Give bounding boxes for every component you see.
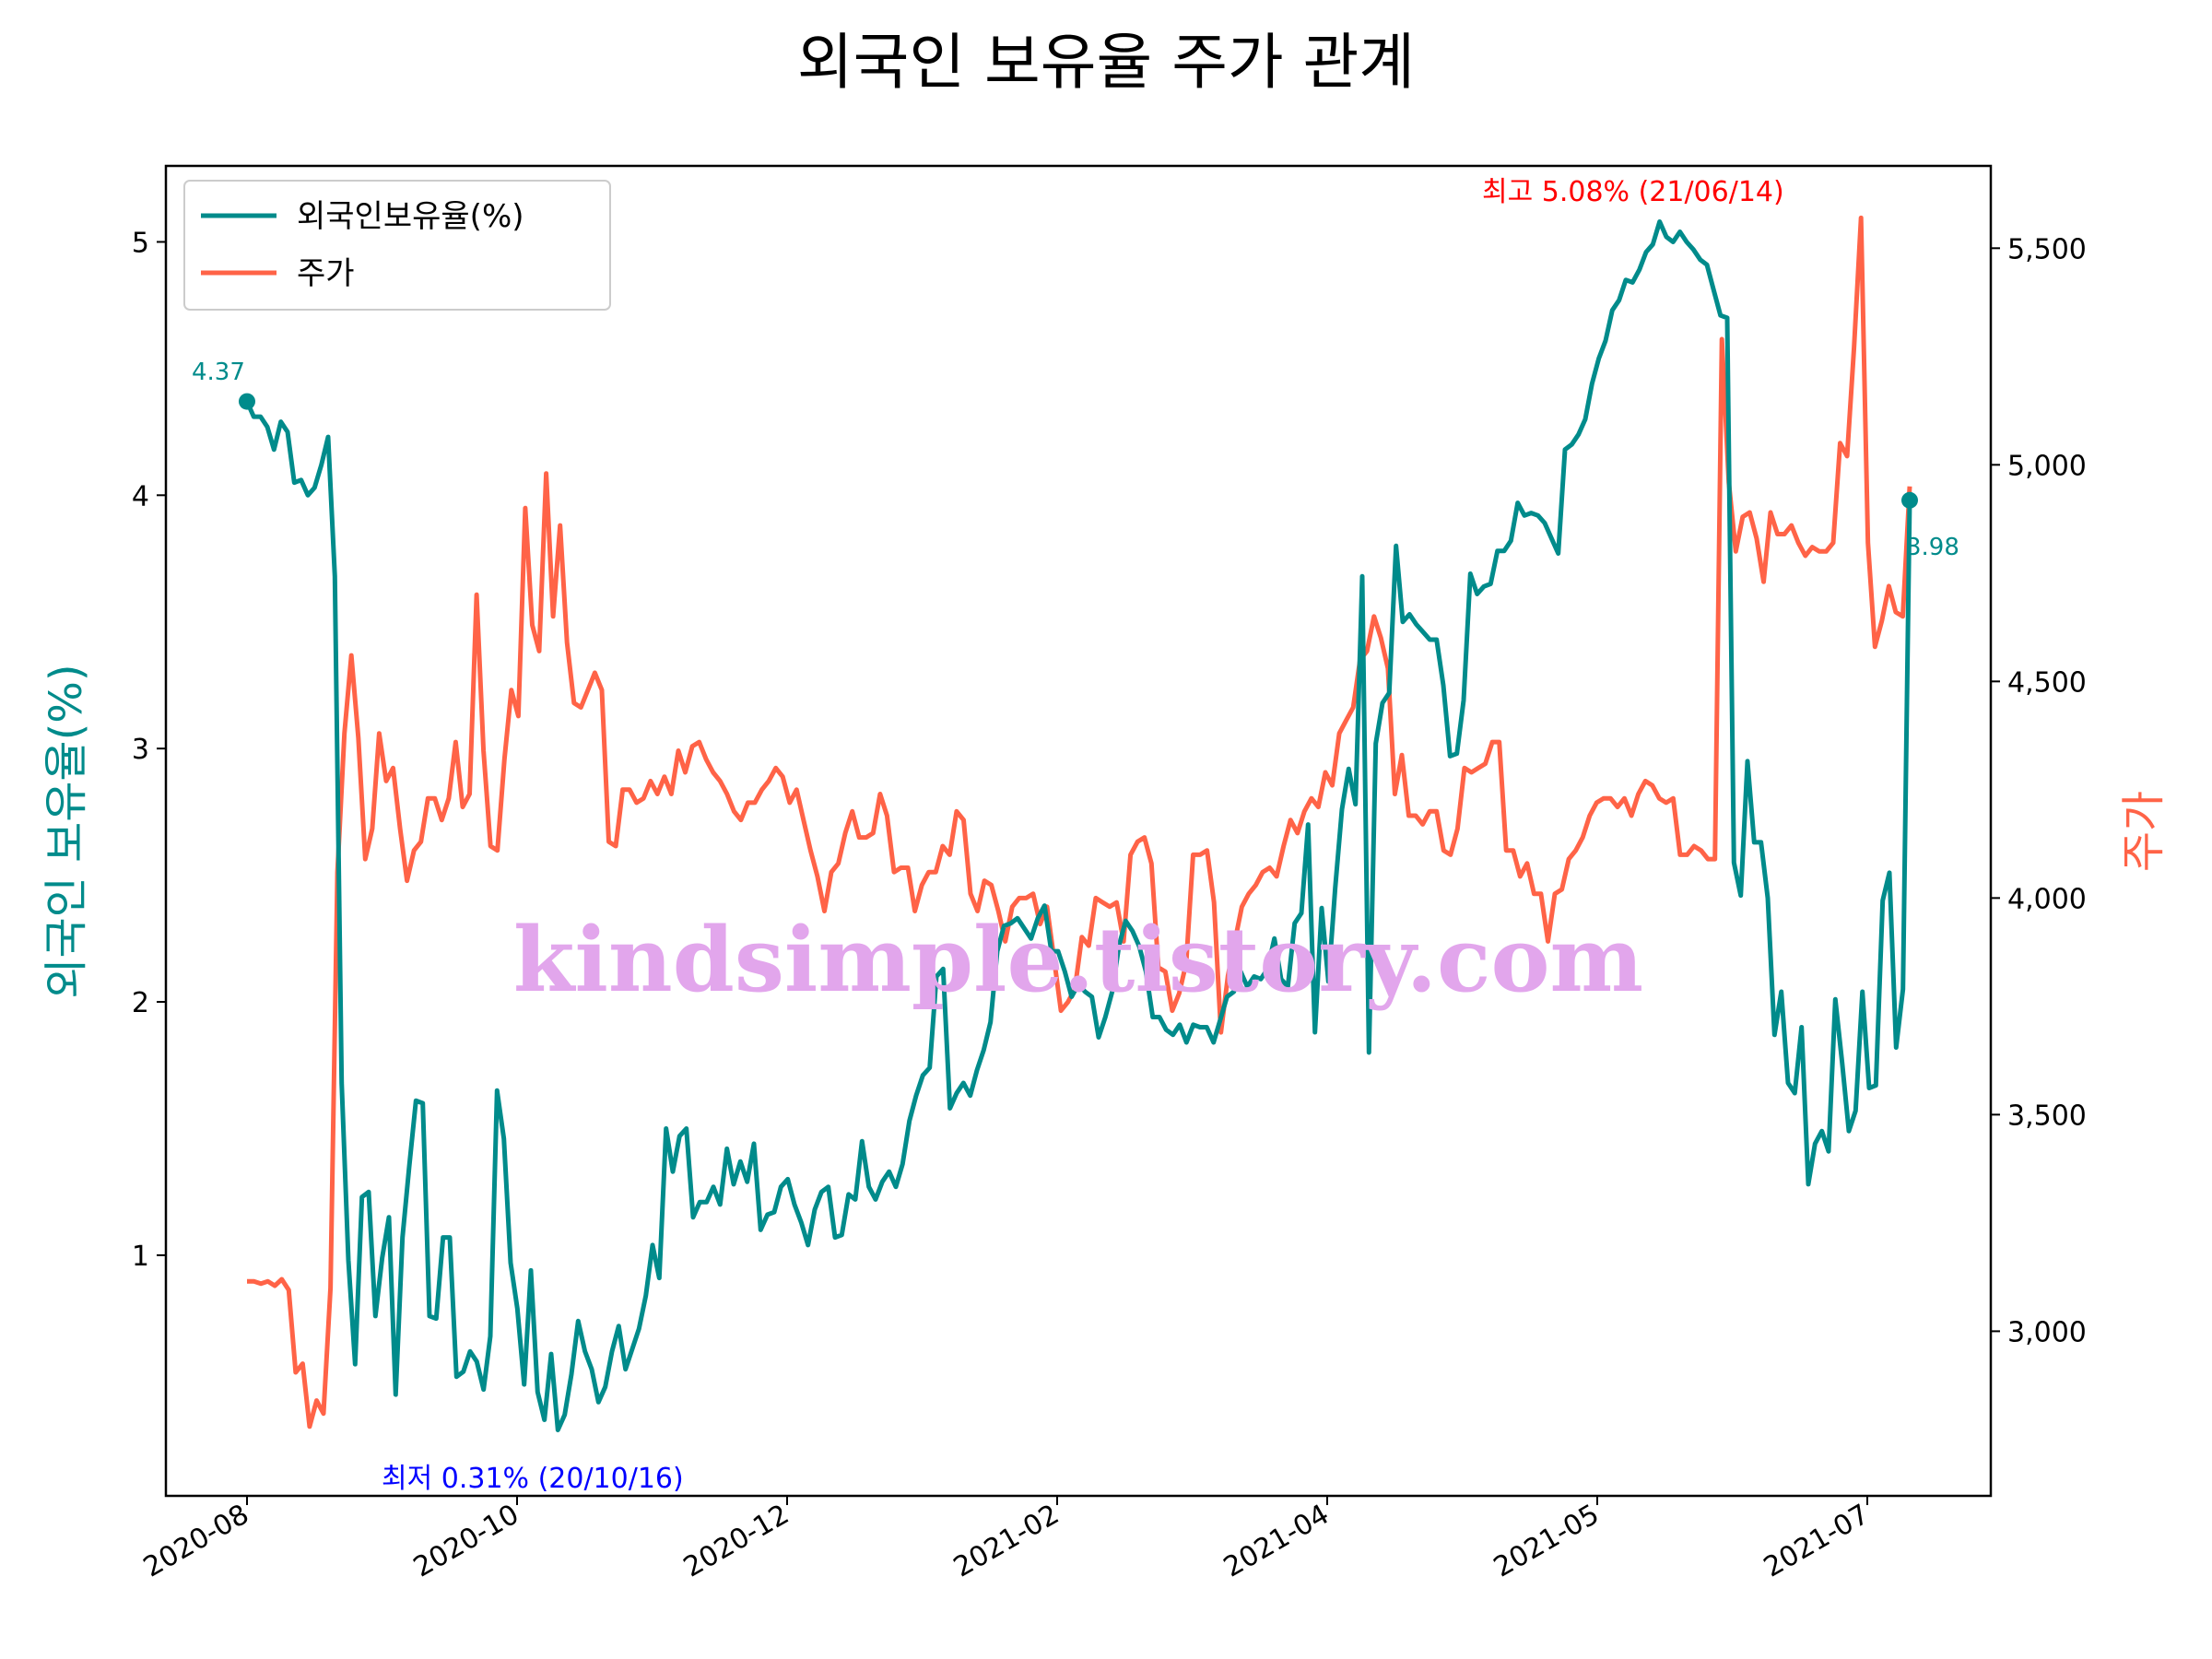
legend-box bbox=[183, 180, 611, 311]
y-tick-label-right: 5,000 bbox=[2007, 450, 2087, 482]
series-layer bbox=[239, 215, 1918, 1432]
legend-label-price: 주가 bbox=[297, 255, 355, 292]
plot-frame bbox=[164, 164, 1993, 1498]
y-tick-label-right: 4,000 bbox=[2007, 883, 2087, 915]
watermark: kindsimple.tistory.com bbox=[513, 908, 1643, 1012]
legend: 외국인보유율(%) 주가 bbox=[183, 180, 611, 311]
y-tick-label-right: 4,500 bbox=[2007, 666, 2087, 699]
y-tick-label-left: 4 bbox=[132, 480, 149, 512]
y-tick-label-left: 3 bbox=[132, 734, 149, 766]
y-tick-label-left: 1 bbox=[132, 1241, 149, 1273]
legend-label-holding: 외국인보유율(%) bbox=[297, 198, 524, 235]
annotation-layer: 4.37 3.98 최고 5.08% (21/06/14) 최저 0.31% (… bbox=[192, 176, 1959, 1495]
max-label: 최고 5.08% (21/06/14) bbox=[1482, 176, 1784, 208]
y-axis-title-left: 외국인 보유율(%) bbox=[41, 664, 92, 998]
y-tick-label-left: 2 bbox=[132, 987, 149, 1019]
y-tick-label-left: 5 bbox=[132, 227, 149, 259]
start-value-label: 4.37 bbox=[192, 359, 245, 386]
chart-title: 외국인 보유율 주가 관계 bbox=[797, 27, 1415, 98]
series-line-price bbox=[247, 215, 1912, 1430]
start-marker bbox=[239, 393, 255, 410]
plot-area bbox=[164, 164, 1993, 1498]
y-axis-left: 1 2 3 4 5 bbox=[132, 227, 166, 1273]
y-tick-label-right: 3,500 bbox=[2007, 1100, 2087, 1132]
min-label: 최저 0.31% (20/10/16) bbox=[382, 1463, 684, 1495]
series-line-holding bbox=[244, 219, 1912, 1432]
y-tick-label-right: 5,500 bbox=[2007, 233, 2087, 265]
y-axis-title-right: 주가 bbox=[2118, 791, 2170, 872]
y-axis-right: 3,000 3,500 4,000 4,500 5,000 5,500 bbox=[1991, 233, 2087, 1348]
end-marker bbox=[1901, 491, 1918, 509]
y-tick-label-right: 3,000 bbox=[2007, 1316, 2087, 1348]
end-value-label: 3.98 bbox=[1906, 534, 1959, 561]
